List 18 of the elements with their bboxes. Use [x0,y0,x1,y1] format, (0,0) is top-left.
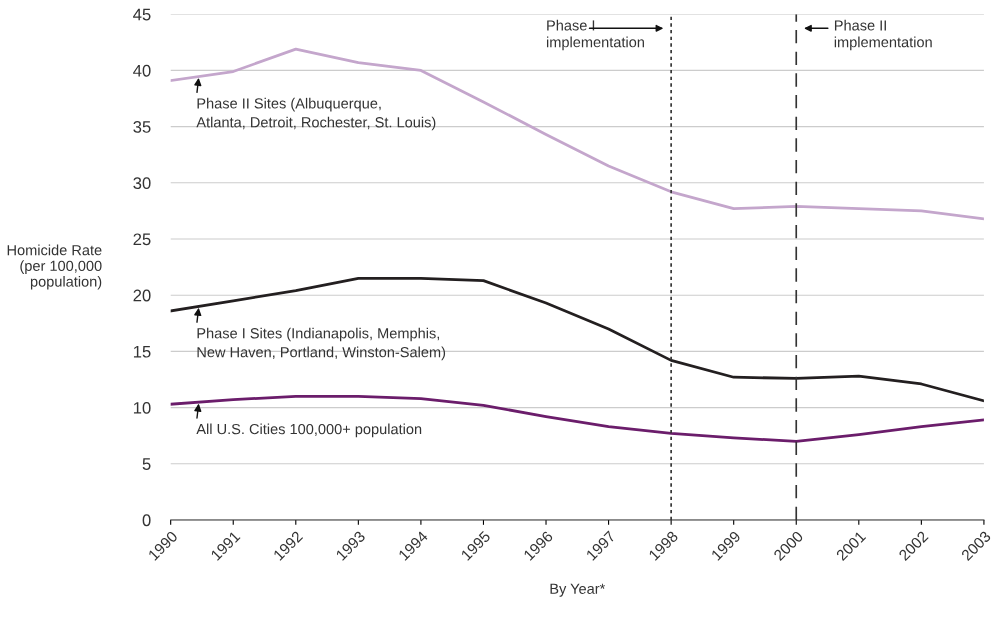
series-label: All U.S. Cities 100,000+ population [196,423,422,438]
y-tick-label: 15 [133,345,151,358]
y-tick-label: 0 [142,514,151,527]
y-tick-label: 45 [133,8,151,21]
ref-line-label: Phase II implementation [834,19,932,51]
y-tick-label: 25 [133,233,151,246]
y-axis-title: Homicide Rate (per 100,000 population) [7,244,102,290]
y-tick-label: 5 [142,458,151,470]
y-tick-label: 35 [133,121,151,133]
y-tick-label: 40 [133,64,151,77]
line-series [170,276,984,403]
y-tick-label: 20 [133,289,151,302]
series-label: Phase I Sites (Indianapolis, Memphis, New Haven, Portland, Winston-Salem) [197,327,446,361]
y-tick-label: 30 [133,177,151,190]
series-label: Phase II Sites (Albuquerque, Atlanta, Detroit, Rochester, St. Louis) [196,97,436,131]
line-series [170,394,984,443]
x-axis-title: By Year* [550,583,606,597]
y-tick-label: 10 [133,401,151,414]
